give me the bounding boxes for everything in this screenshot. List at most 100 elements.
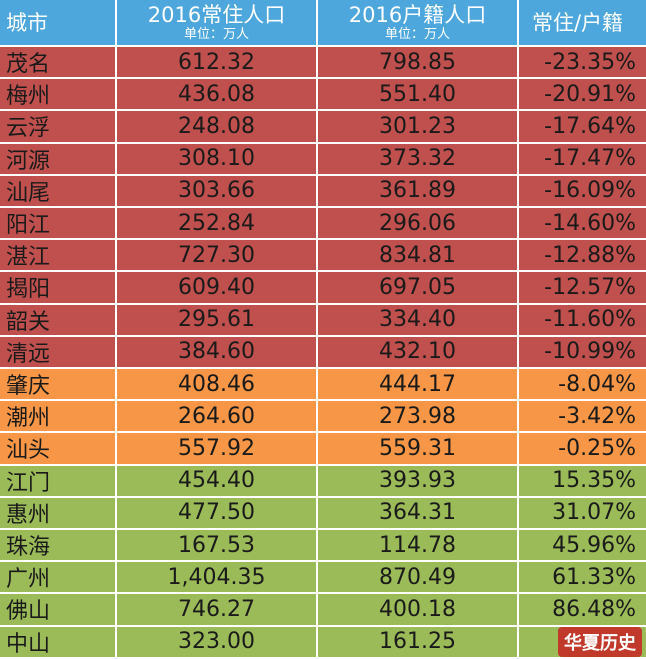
header-cell: 常住/户籍 [519, 0, 646, 47]
table-cell: 551.40 [318, 79, 519, 112]
header-subtitle: 单位：万人 [384, 26, 450, 42]
table-cell: 834.81 [318, 240, 519, 273]
table-row: 揭阳 609.40 697.05 -12.57% [0, 272, 646, 305]
table-cell: 揭阳 [0, 272, 117, 305]
table-cell: 珠海 [0, 530, 117, 563]
table-cell: 746.27 [117, 594, 318, 627]
header-title: 2016户籍人口 [348, 2, 487, 27]
table-cell: 296.06 [318, 208, 519, 241]
table-cell: 114.78 [318, 530, 519, 563]
table-cell: 557.92 [117, 433, 318, 466]
table-cell: -3.42% [519, 401, 646, 434]
table-cell: 252.84 [117, 208, 318, 241]
header-subtitle: 单位：万人 [183, 26, 249, 42]
table-cell: -16.09% [519, 175, 646, 208]
table-cell: 汕尾 [0, 175, 117, 208]
table-cell: 潮州 [0, 401, 117, 434]
table-cell: -17.64% [519, 111, 646, 144]
table-row: 湛江 727.30 834.81 -12.88% [0, 240, 646, 273]
table-cell: 31.07% [519, 497, 646, 530]
table-cell: 436.08 [117, 79, 318, 112]
table-row: 惠州 477.50 364.31 31.07% [0, 497, 646, 530]
table-cell: 45.96% [519, 530, 646, 563]
table-cell: -23.35% [519, 47, 646, 80]
table-row: 肇庆 408.46 444.17 -8.04% [0, 369, 646, 402]
table-cell: 727.30 [117, 240, 318, 273]
header-cell: 2016户籍人口 单位：万人 [318, 0, 519, 47]
table-cell: 361.89 [318, 175, 519, 208]
header-cell: 2016常住人口 单位：万人 [117, 0, 318, 47]
table-row: 汕头 557.92 559.31 -0.25% [0, 433, 646, 466]
table-cell: 612.32 [117, 47, 318, 80]
table-cell: 454.40 [117, 465, 318, 498]
table-row: 珠海 167.53 114.78 45.96% [0, 530, 646, 563]
table-cell: 264.60 [117, 401, 318, 434]
table-row: 阳江 252.84 296.06 -14.60% [0, 208, 646, 241]
table-cell: 云浮 [0, 111, 117, 144]
table-cell: 408.46 [117, 369, 318, 402]
table-row: 清远 384.60 432.10 -10.99% [0, 336, 646, 369]
table-row: 云浮 248.08 301.23 -17.64% [0, 111, 646, 144]
header-title: 城市 [6, 10, 48, 35]
table-row: 茂名 612.32 798.85 -23.35% [0, 47, 646, 80]
table-cell: -12.57% [519, 272, 646, 305]
table-cell: 清远 [0, 336, 117, 369]
table-cell: 1,404.35 [117, 562, 318, 595]
table-cell: -8.04% [519, 369, 646, 402]
table-cell: -20.91% [519, 79, 646, 112]
table-cell: 432.10 [318, 336, 519, 369]
table-cell: 江门 [0, 465, 117, 498]
table-cell: 303.66 [117, 175, 318, 208]
table-cell: 肇庆 [0, 369, 117, 402]
table-row: 江门 454.40 393.93 15.35% [0, 465, 646, 498]
table-cell: 334.40 [318, 304, 519, 337]
table-cell: 323.00 [117, 626, 318, 659]
table-cell: 308.10 [117, 143, 318, 176]
table-cell: 佛山 [0, 594, 117, 627]
table-cell: 15.35% [519, 465, 646, 498]
table-cell: 444.17 [318, 369, 519, 402]
table-cell: -10.99% [519, 336, 646, 369]
table-cell: 韶关 [0, 304, 117, 337]
table-cell: 697.05 [318, 272, 519, 305]
table-cell: 河源 [0, 143, 117, 176]
table-cell: 364.31 [318, 497, 519, 530]
table-cell: 798.85 [318, 47, 519, 80]
table-row: 梅州 436.08 551.40 -20.91% [0, 79, 646, 112]
table-cell: 559.31 [318, 433, 519, 466]
table-cell: -11.60% [519, 304, 646, 337]
table-cell: 295.61 [117, 304, 318, 337]
table-cell: -0.25% [519, 433, 646, 466]
table-cell: 248.08 [117, 111, 318, 144]
table-cell: 384.60 [117, 336, 318, 369]
table-cell: 161.25 [318, 626, 519, 659]
table-cell: 茂名 [0, 47, 117, 80]
table-cell: 中山 [0, 626, 117, 659]
table-row: 潮州 264.60 273.98 -3.42% [0, 401, 646, 434]
table-cell: 373.32 [318, 143, 519, 176]
table-cell: 301.23 [318, 111, 519, 144]
table-row: 河源 308.10 373.32 -17.47% [0, 143, 646, 176]
table-cell: 477.50 [117, 497, 318, 530]
table-cell: 阳江 [0, 208, 117, 241]
header-cell: 城市 [0, 0, 117, 47]
table-cell: 湛江 [0, 240, 117, 273]
header-title: 常住/户籍 [531, 10, 624, 35]
table-cell: 惠州 [0, 497, 117, 530]
table-cell: 870.49 [318, 562, 519, 595]
table-row: 佛山 746.27 400.18 86.48% [0, 594, 646, 627]
table-cell: -12.88% [519, 240, 646, 273]
watermark: 华夏历史 [558, 627, 642, 657]
table-cell: 400.18 [318, 594, 519, 627]
table-cell: 梅州 [0, 79, 117, 112]
table-row: 广州 1,404.35 870.49 61.33% [0, 562, 646, 595]
table-cell: 61.33% [519, 562, 646, 595]
table-cell: -17.47% [519, 143, 646, 176]
table-cell: 167.53 [117, 530, 318, 563]
table-cell: 广州 [0, 562, 117, 595]
table-cell: 609.40 [117, 272, 318, 305]
table-cell: 393.93 [318, 465, 519, 498]
